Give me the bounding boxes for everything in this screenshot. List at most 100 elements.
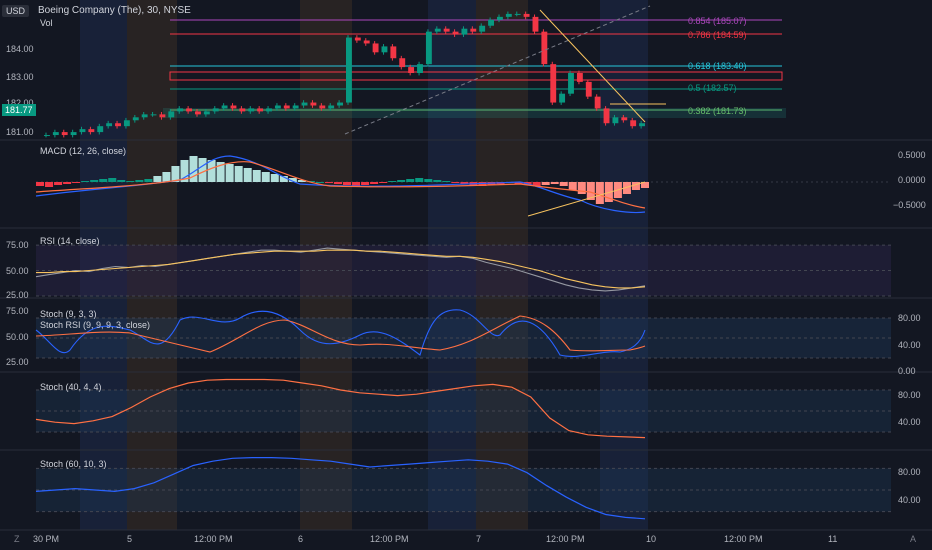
stoch-60-line — [35, 457, 646, 520]
candle-body — [505, 13, 512, 17]
rsi-title: RSI (14, close) — [40, 236, 100, 246]
macd-trendline — [527, 181, 646, 217]
price-tick: 183.00 — [6, 72, 34, 82]
macd-histogram-bar — [288, 178, 297, 182]
candle-body — [319, 105, 326, 109]
macd-histogram-bar — [514, 182, 523, 184]
candle-body — [621, 117, 628, 121]
macd-histogram-bar — [315, 182, 324, 183]
macd-histogram-bar — [324, 182, 333, 183]
price-tick: 182.00 — [6, 98, 34, 108]
candle-body — [141, 114, 148, 118]
rsi-line — [35, 247, 646, 292]
macd-histogram-bar — [117, 180, 126, 182]
stoch-60-tick: 40.00 — [898, 495, 921, 505]
candle-body — [150, 114, 157, 116]
candle-body — [514, 13, 521, 15]
candle-body — [283, 105, 290, 109]
rsi-pane — [35, 244, 891, 297]
stoch-rsi-title: Stoch RSI (9, 9, 9, 3, close) — [40, 320, 151, 330]
candle-body — [576, 73, 583, 82]
macd-histogram-bar — [153, 176, 162, 182]
candle-body — [559, 93, 566, 103]
stoch-40-tick: 40.00 — [898, 417, 921, 427]
candle-body — [523, 13, 530, 17]
macd-histogram-bar — [72, 182, 81, 183]
candle-body — [70, 132, 77, 136]
trendline-down — [539, 9, 646, 123]
candle-body — [203, 111, 210, 115]
time-label: 12:00 PM — [724, 534, 763, 544]
signal-line — [35, 161, 646, 209]
candle-body — [568, 73, 574, 94]
macd-histogram-bar — [108, 178, 117, 182]
stoch-40-pane — [35, 378, 891, 439]
time-label: 12:00 PM — [370, 534, 409, 544]
macd-histogram-bar — [135, 180, 144, 182]
candle-body — [248, 108, 255, 112]
macd-histogram-bar — [568, 182, 577, 190]
macd-histogram-bar — [207, 160, 216, 182]
price-tick: 184.00 — [6, 44, 34, 54]
macd-histogram-bar — [388, 181, 397, 182]
macd-histogram-bar — [198, 158, 207, 182]
macd-histogram-bar — [406, 179, 415, 182]
stoch-d-line — [35, 315, 646, 353]
fib-label: 0.5 (182.57) — [688, 83, 737, 93]
trendlines[interactable] — [344, 5, 666, 135]
macd-histogram-bar — [162, 172, 171, 182]
macd-histogram-bar — [586, 182, 595, 200]
time-label: 7 — [476, 534, 482, 544]
candle-body — [274, 105, 281, 109]
stoch-60-pane — [35, 457, 891, 520]
candle-body — [97, 126, 104, 133]
macd-histogram-bar — [126, 181, 135, 182]
time-label: 12:00 PM — [546, 534, 585, 544]
macd-histogram-bar — [370, 182, 379, 184]
fib-label: 0.382 (181.73) — [688, 106, 747, 116]
candle-body — [328, 105, 335, 109]
stoch-9-tick: 25.00 — [6, 357, 29, 367]
timezone-button[interactable]: Z — [14, 534, 20, 544]
candle-body — [603, 108, 610, 124]
rsi-tick: 25.00 — [6, 290, 29, 300]
macd-histogram-bar — [550, 182, 559, 184]
stoch-rsi-tick: 0.00 — [898, 366, 916, 376]
macd-histogram-bar — [216, 162, 225, 182]
last-price-tag: 181.77 — [2, 104, 36, 116]
macd-histogram-bar — [343, 182, 352, 185]
stoch-60-title: Stoch (60, 10, 3) — [40, 459, 107, 469]
time-label: 11 — [828, 534, 838, 544]
candle-body — [266, 108, 272, 112]
macd-histogram-bar — [36, 182, 45, 186]
macd-histogram-bar — [99, 179, 108, 182]
macd-tick: 0.5000 — [898, 150, 926, 160]
price-candles — [44, 11, 645, 138]
currency-badge[interactable]: USD — [2, 5, 30, 17]
macd-histogram-bar — [460, 182, 469, 184]
candle-body — [541, 31, 548, 65]
fib-retracement[interactable] — [163, 19, 786, 118]
macd-histogram-bar — [379, 182, 388, 183]
stoch-rsi-tick: 80.00 — [898, 313, 921, 323]
auto-scale-button[interactable]: A — [910, 534, 917, 544]
candle-body — [363, 40, 370, 44]
candle-body — [123, 120, 130, 127]
candle-body — [310, 102, 317, 106]
macd-title: MACD (12, 26, close) — [40, 146, 127, 156]
macd-histogram-bar — [622, 182, 631, 194]
macd-histogram-bar — [81, 181, 90, 182]
candle-body — [408, 67, 415, 73]
stoch-9-tick: 50.00 — [6, 332, 29, 342]
macd-histogram-bar — [577, 182, 586, 194]
candle-body — [292, 105, 299, 109]
stoch-k-line — [35, 309, 646, 357]
candle-body — [44, 135, 50, 137]
stoch-9-title: Stoch (9, 3, 3) — [40, 309, 97, 319]
macd-histogram-bar — [144, 179, 153, 182]
macd-histogram-bar — [270, 174, 279, 182]
macd-histogram-bar — [397, 180, 406, 182]
candle-body — [195, 111, 201, 115]
candle-body — [221, 105, 228, 109]
